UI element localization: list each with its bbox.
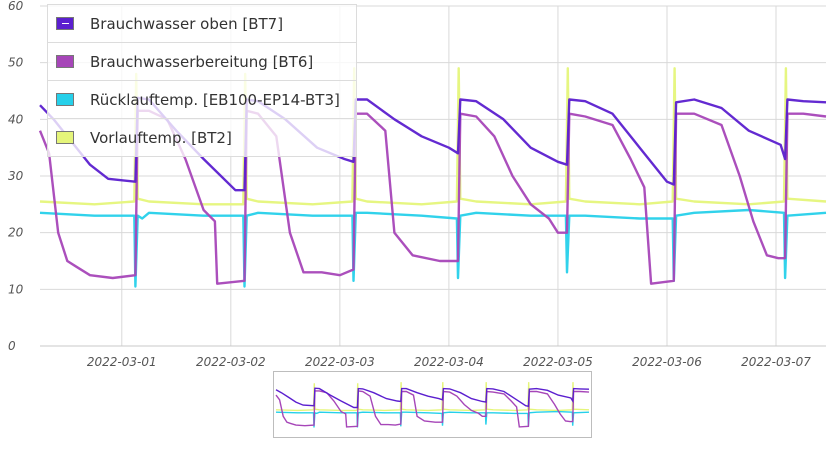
x-tick-label: 2022-03-03 bbox=[305, 355, 375, 369]
legend-label: Rücklauftemp. [EB100-EP14-BT3] bbox=[90, 90, 340, 109]
chart-legend: Brauchwasser oben [BT7] Brauchwasserberei… bbox=[47, 4, 357, 157]
legend-swatch bbox=[56, 93, 74, 106]
legend-swatch bbox=[56, 55, 74, 68]
navigator-series-1 bbox=[275, 390, 590, 428]
navigator-series-3 bbox=[275, 382, 590, 412]
legend-item[interactable]: Brauchwasserbereitung [BT6] bbox=[48, 43, 356, 81]
x-tick-label: 2022-03-04 bbox=[414, 355, 484, 369]
legend-label: Brauchwasserbereitung [BT6] bbox=[90, 52, 314, 71]
y-tick-label: 0 bbox=[8, 339, 16, 353]
y-tick-label: 60 bbox=[8, 0, 24, 13]
legend-item[interactable]: Rücklauftemp. [EB100-EP14-BT3] bbox=[48, 81, 356, 119]
navigator-svg bbox=[275, 382, 590, 428]
legend-item[interactable]: Brauchwasser oben [BT7] bbox=[48, 5, 356, 43]
legend-label: Brauchwasser oben [BT7] bbox=[90, 14, 284, 33]
legend-label: Vorlauftemp. [BT2] bbox=[90, 128, 232, 147]
x-tick-label: 2022-03-07 bbox=[741, 355, 811, 369]
y-tick-label: 20 bbox=[8, 226, 24, 240]
x-tick-label: 2022-03-05 bbox=[523, 355, 593, 369]
chart-navigator[interactable] bbox=[273, 371, 592, 438]
y-tick-label: 40 bbox=[8, 112, 24, 126]
y-tick-label: 50 bbox=[8, 56, 24, 70]
legend-item[interactable]: Vorlauftemp. [BT2] bbox=[48, 119, 356, 156]
navigator-series-0 bbox=[275, 387, 590, 409]
legend-swatch bbox=[56, 17, 74, 30]
navigator-series-2 bbox=[275, 410, 590, 428]
x-tick-label: 2022-03-02 bbox=[196, 355, 266, 369]
legend-swatch bbox=[56, 131, 74, 144]
y-tick-label: 10 bbox=[8, 282, 24, 296]
series-line-2[interactable] bbox=[39, 208, 827, 288]
x-tick-label: 2022-03-01 bbox=[87, 355, 157, 369]
selected-indicator-icon bbox=[61, 23, 69, 24]
y-tick-label: 30 bbox=[8, 169, 24, 183]
x-tick-label: 2022-03-06 bbox=[632, 355, 702, 369]
